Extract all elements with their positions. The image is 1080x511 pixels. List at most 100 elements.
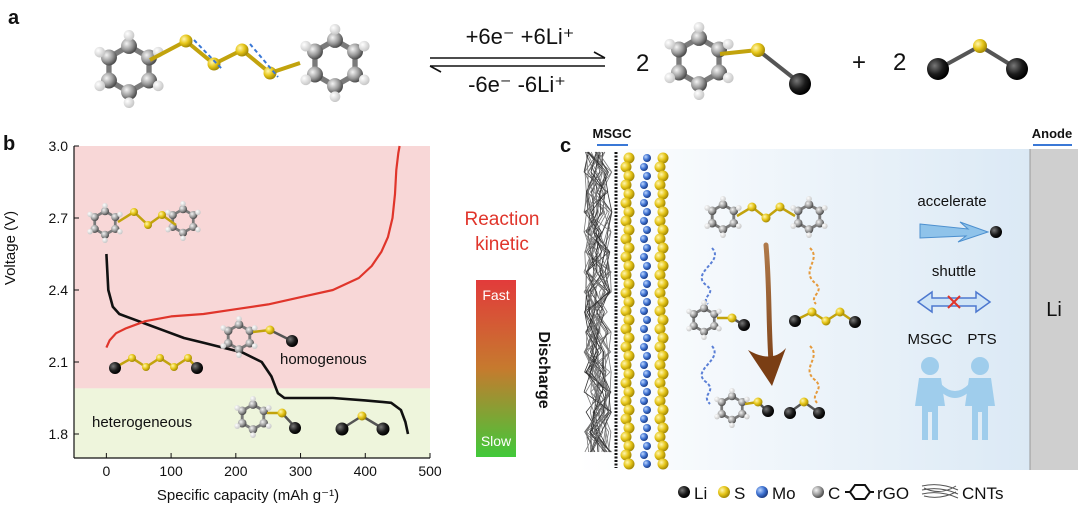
s-atom [654, 323, 666, 335]
s-atom [657, 404, 669, 416]
mo-atom [640, 199, 648, 207]
mo-atom [643, 190, 651, 198]
panel-c-label: c [560, 135, 571, 157]
legend-cnts: CNTs [962, 484, 1004, 503]
mo-atom [640, 271, 648, 279]
cnt-strand [583, 151, 612, 453]
blue-squiggle-arrow [700, 345, 716, 405]
s-atom [620, 413, 632, 425]
panel-b-label: b [3, 133, 15, 155]
x-tick-label: 500 [418, 463, 442, 479]
y-axis-title: Voltage (V) [2, 211, 19, 285]
s-atom [654, 287, 666, 299]
mo-atom [643, 442, 651, 450]
s-atom [654, 251, 666, 263]
lithium-polysulfide-chain [109, 354, 203, 374]
handshake-figures [915, 357, 995, 440]
s-atom [620, 449, 632, 461]
x-tick-label: 0 [102, 463, 110, 479]
s-atom [620, 197, 632, 209]
s-atom [657, 152, 669, 164]
s-atom [620, 341, 632, 353]
thiolate-molecule-low [232, 396, 301, 438]
homogenous-label: homogenous [280, 351, 367, 368]
slow-label: Slow [481, 433, 512, 449]
discharge-label: Discharge [535, 331, 552, 408]
s-atom [654, 197, 666, 209]
x-tick-label: 300 [289, 463, 313, 479]
li-legend-swatch [678, 486, 690, 498]
accelerate-label: accelerate [917, 193, 986, 210]
mo-atom [643, 244, 651, 252]
s-atom [657, 224, 669, 236]
phenyl-thiolate-product [664, 22, 811, 100]
s-atom [623, 242, 635, 254]
s-atom [657, 458, 669, 470]
s-atom [623, 170, 635, 182]
mo-atom [640, 433, 648, 441]
mo-atom [640, 217, 648, 225]
cnt-strand [586, 151, 609, 453]
lithium-sulfide-molecule [335, 411, 390, 436]
legend-c: C [828, 484, 840, 503]
s-atom [620, 179, 632, 191]
s-atom [654, 359, 666, 371]
cnt-strand [585, 151, 610, 453]
s-atom [623, 278, 635, 290]
coefficient-2: 2 [893, 49, 906, 76]
s-atom [620, 359, 632, 371]
shuttle-blocked-arrow [916, 290, 992, 314]
panel-a: a +6e⁻ +6Li⁺ -6e⁻ -6Li⁺ 2 [8, 7, 1028, 108]
y-tick-label: 2.4 [49, 282, 69, 298]
cnt-strand [585, 151, 610, 453]
mo-atom [643, 154, 651, 162]
cnt-strand [585, 151, 612, 453]
s-atom [623, 260, 635, 272]
s-atom [654, 161, 666, 173]
s-atom [620, 233, 632, 245]
arrow-bottom-label: -6e⁻ -6Li⁺ [468, 72, 566, 97]
mo-atom [643, 334, 651, 342]
y-tick-label: 2.1 [49, 354, 69, 370]
legend-mo: Mo [772, 484, 796, 503]
s-atom [623, 206, 635, 218]
s-atom [657, 440, 669, 452]
mo-atom [643, 208, 651, 216]
pts-figure-label: PTS [967, 331, 996, 348]
s-atom [657, 314, 669, 326]
equilibrium-arrows: +6e⁻ +6Li⁺ -6e⁻ -6Li⁺ [429, 24, 606, 97]
discharge-arrow [748, 242, 786, 386]
legend-li: Li [694, 484, 707, 503]
panel-a-label: a [8, 7, 20, 29]
s-atom [657, 206, 669, 218]
x-axis-title: Specific capacity (mAh g⁻¹) [157, 487, 339, 504]
mo-atom [640, 415, 648, 423]
anode-region [1030, 149, 1078, 470]
s-atom [657, 332, 669, 344]
orange-squiggle-arrow [808, 247, 820, 305]
heterogeneous-label: heterogeneous [92, 414, 192, 431]
s-atom [657, 242, 669, 254]
coefficient-1: 2 [636, 50, 649, 77]
shuttle-label: shuttle [932, 263, 976, 280]
cnt-strand [584, 151, 610, 453]
polysulfide-intermediate [789, 307, 861, 328]
s-atom [657, 386, 669, 398]
mo-atom [643, 424, 651, 432]
s-atom [657, 260, 669, 272]
mo-atom [643, 370, 651, 378]
s-atom [654, 305, 666, 317]
mo-legend-swatch [756, 486, 768, 498]
cnt-layer [583, 151, 613, 453]
mo-atom [640, 163, 648, 171]
s-atom [620, 251, 632, 263]
s-atom [654, 395, 666, 407]
s-atom [657, 350, 669, 362]
s-atom [657, 188, 669, 200]
s-atom [623, 296, 635, 308]
s-atom [654, 377, 666, 389]
legend-s: S [734, 484, 745, 503]
mo-atom [643, 298, 651, 306]
discharge-curve [105, 253, 410, 435]
s-atom [623, 224, 635, 236]
